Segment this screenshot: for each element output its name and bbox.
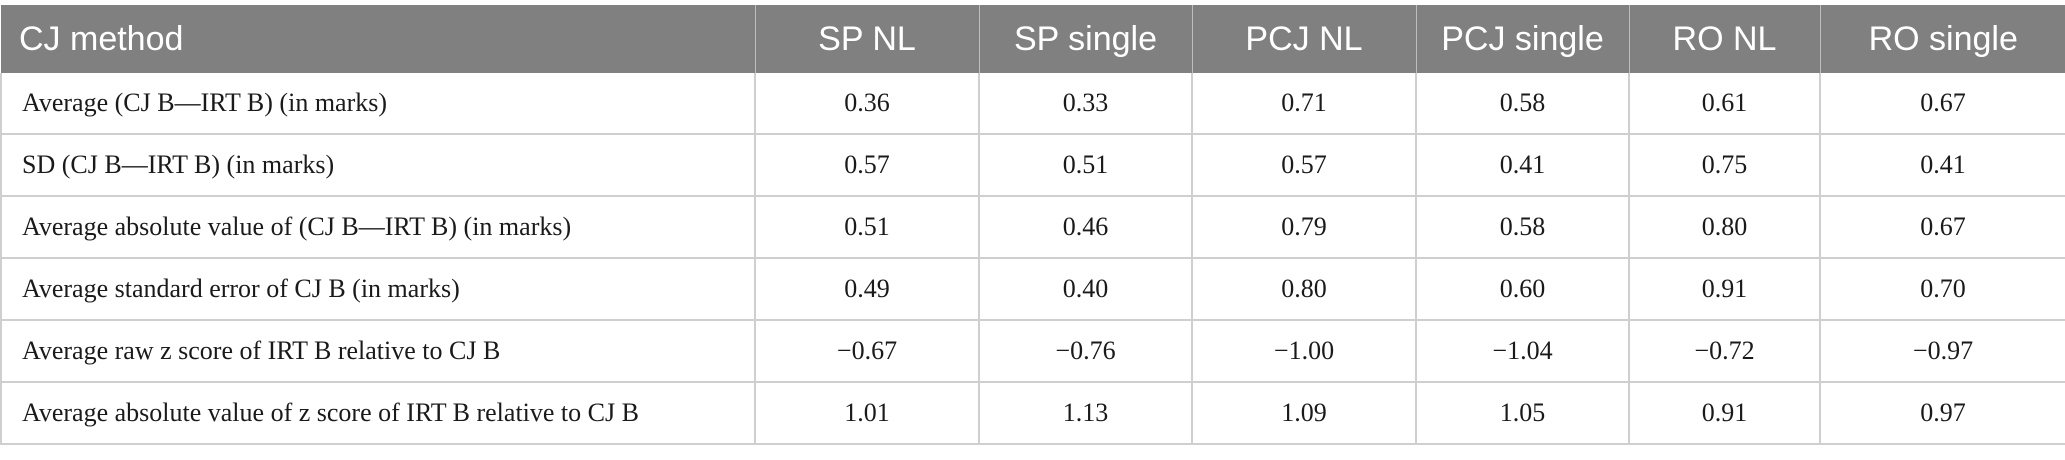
table-cell: 0.51 (979, 134, 1193, 197)
table-cell: 1.01 (755, 382, 980, 445)
header-sp-single: SP single (979, 5, 1193, 73)
table-cell: −0.72 (1629, 320, 1821, 383)
table-row: Average standard error of CJ B (in marks… (0, 258, 2065, 321)
header-cj-method: CJ method (1, 5, 756, 73)
row-label: Average (CJ B—IRT B) (in marks) (0, 73, 756, 135)
table-cell: 0.41 (1820, 134, 2065, 197)
table-cell: 0.67 (1820, 196, 2065, 259)
table-cell: 0.61 (1629, 73, 1821, 135)
table-row: Average absolute value of (CJ B—IRT B) (… (0, 196, 2065, 259)
table-cell: −1.04 (1416, 320, 1630, 383)
table-cell: 0.60 (1416, 258, 1630, 321)
header-ro-nl: RO NL (1629, 5, 1821, 73)
header-ro-single: RO single (1820, 5, 2065, 73)
row-label: Average raw z score of IRT B relative to… (0, 320, 756, 383)
table-cell: 0.97 (1820, 382, 2065, 445)
table-header: CJ method SP NL SP single PCJ NL PCJ sin… (1, 5, 2065, 73)
table-cell: 0.57 (755, 134, 980, 197)
table-cell: 0.58 (1416, 73, 1630, 135)
table-cell: −1.00 (1192, 320, 1417, 383)
results-table: CJ method SP NL SP single PCJ NL PCJ sin… (0, 5, 2065, 445)
table-cell: 0.75 (1629, 134, 1821, 197)
header-pcj-nl: PCJ NL (1192, 5, 1417, 73)
row-label: Average absolute value of z score of IRT… (0, 382, 756, 445)
table-cell: 0.79 (1192, 196, 1417, 259)
table-cell: 0.71 (1192, 73, 1417, 135)
table-row: SD (CJ B—IRT B) (in marks) 0.57 0.51 0.5… (0, 134, 2065, 197)
table-cell: 0.49 (755, 258, 980, 321)
table-cell: 0.70 (1820, 258, 2065, 321)
row-label: Average standard error of CJ B (in marks… (0, 258, 756, 321)
table-cell: 1.13 (979, 382, 1193, 445)
table-row: Average (CJ B—IRT B) (in marks) 0.36 0.3… (0, 73, 2065, 135)
table-cell: 1.09 (1192, 382, 1417, 445)
table-body: Average (CJ B—IRT B) (in marks) 0.36 0.3… (0, 73, 2065, 445)
table-cell: 0.58 (1416, 196, 1630, 259)
header-row: CJ method SP NL SP single PCJ NL PCJ sin… (1, 5, 2065, 73)
table-cell: −0.76 (979, 320, 1193, 383)
row-label: SD (CJ B—IRT B) (in marks) (0, 134, 756, 197)
table-cell: 0.80 (1192, 258, 1417, 321)
table-cell: 0.41 (1416, 134, 1630, 197)
table-cell: −0.97 (1820, 320, 2065, 383)
table-row: Average raw z score of IRT B relative to… (0, 320, 2065, 383)
table-cell: 0.57 (1192, 134, 1417, 197)
table-cell: 0.67 (1820, 73, 2065, 135)
table-row: Average absolute value of z score of IRT… (0, 382, 2065, 445)
table-cell: 0.33 (979, 73, 1193, 135)
table-cell: 0.91 (1629, 382, 1821, 445)
row-label: Average absolute value of (CJ B—IRT B) (… (0, 196, 756, 259)
table-cell: 0.91 (1629, 258, 1821, 321)
header-pcj-single: PCJ single (1416, 5, 1630, 73)
table-cell: 0.36 (755, 73, 980, 135)
table-cell: 0.40 (979, 258, 1193, 321)
table-cell: −0.67 (755, 320, 980, 383)
table-cell: 0.51 (755, 196, 980, 259)
table-cell: 0.46 (979, 196, 1193, 259)
header-sp-nl: SP NL (755, 5, 980, 73)
table-cell: 0.80 (1629, 196, 1821, 259)
results-table-container: CJ method SP NL SP single PCJ NL PCJ sin… (0, 5, 2065, 445)
table-cell: 1.05 (1416, 382, 1630, 445)
